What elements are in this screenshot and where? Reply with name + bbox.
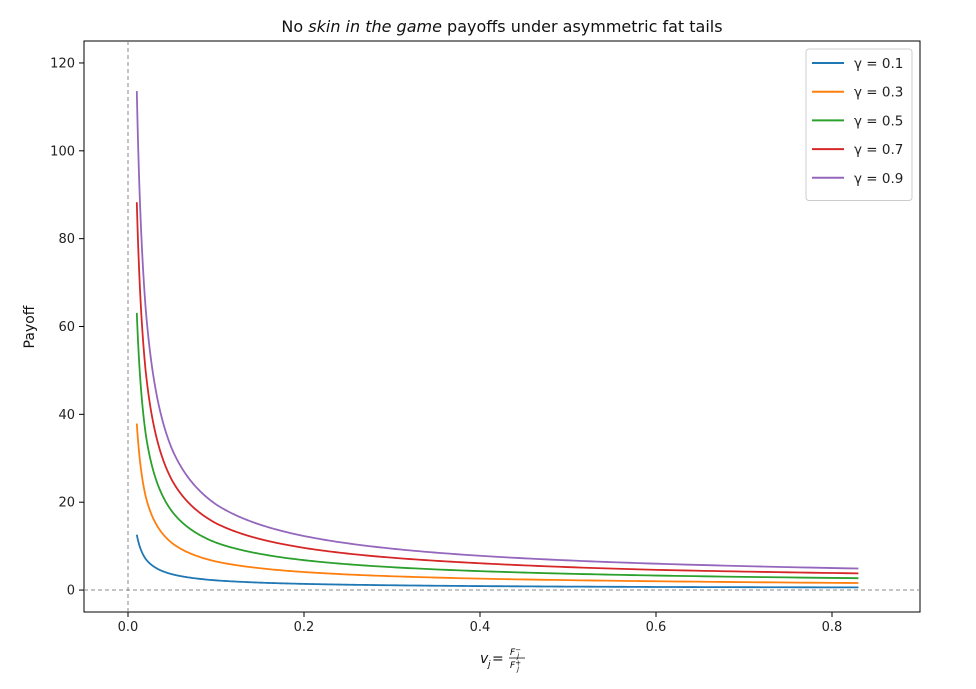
legend-label-3: γ = 0.5	[854, 113, 903, 129]
series-line-4	[135, 202, 859, 575]
y-tick-label: 40	[58, 408, 75, 423]
plot-area: 0.0 0.2 0.4 0.6 0.8 0 20 40 60 80 100 120	[50, 40, 921, 635]
series-line-3	[135, 312, 859, 580]
y-tick-label: 100	[50, 144, 75, 159]
series-group	[135, 91, 859, 589]
x-label-denominator: F+ j	[510, 659, 521, 673]
x-label-lhs-sub: j	[486, 660, 491, 670]
x-axis-ticks: 0.0 0.2 0.4 0.6 0.8	[118, 612, 843, 635]
series-line-2	[135, 423, 859, 584]
y-tick-label: 60	[58, 320, 75, 335]
legend-label-4: γ = 0.7	[854, 142, 903, 158]
chart-title: No skin in the game payoffs under asymme…	[281, 17, 722, 36]
y-tick-label: 0	[67, 584, 75, 599]
reference-lines	[84, 41, 920, 612]
y-tick-label: 120	[50, 56, 75, 71]
y-axis-label: Payoff	[22, 305, 38, 348]
x-label-fraction: F− j F+ j	[509, 646, 525, 673]
x-tick-label: 0.2	[294, 620, 315, 635]
legend-box	[805, 48, 913, 201]
legend-label-1: γ = 0.1	[854, 56, 903, 72]
series-line-5	[135, 91, 859, 570]
x-tick-label: 0.0	[118, 620, 139, 635]
legend-label-5: γ = 0.9	[854, 171, 903, 187]
y-tick-label: 20	[58, 496, 75, 511]
legend: γ = 0.1 γ = 0.3 γ = 0.5 γ = 0.7 γ = 0.9	[805, 48, 913, 201]
x-label-numerator: F− j	[510, 646, 521, 660]
x-label-eq: =	[492, 651, 504, 667]
y-axis-ticks: 0 20 40 60 80 100 120	[50, 56, 84, 599]
series-line-1	[135, 534, 859, 589]
x-label-lhs: v	[480, 651, 489, 667]
x-tick-label: 0.8	[822, 620, 843, 635]
x-axis-label: v j = F− j F+ j	[480, 646, 525, 673]
legend-label-2: γ = 0.3	[854, 85, 903, 101]
x-tick-label: 0.6	[646, 620, 667, 635]
y-tick-label: 80	[58, 232, 75, 247]
x-tick-label: 0.4	[470, 620, 491, 635]
